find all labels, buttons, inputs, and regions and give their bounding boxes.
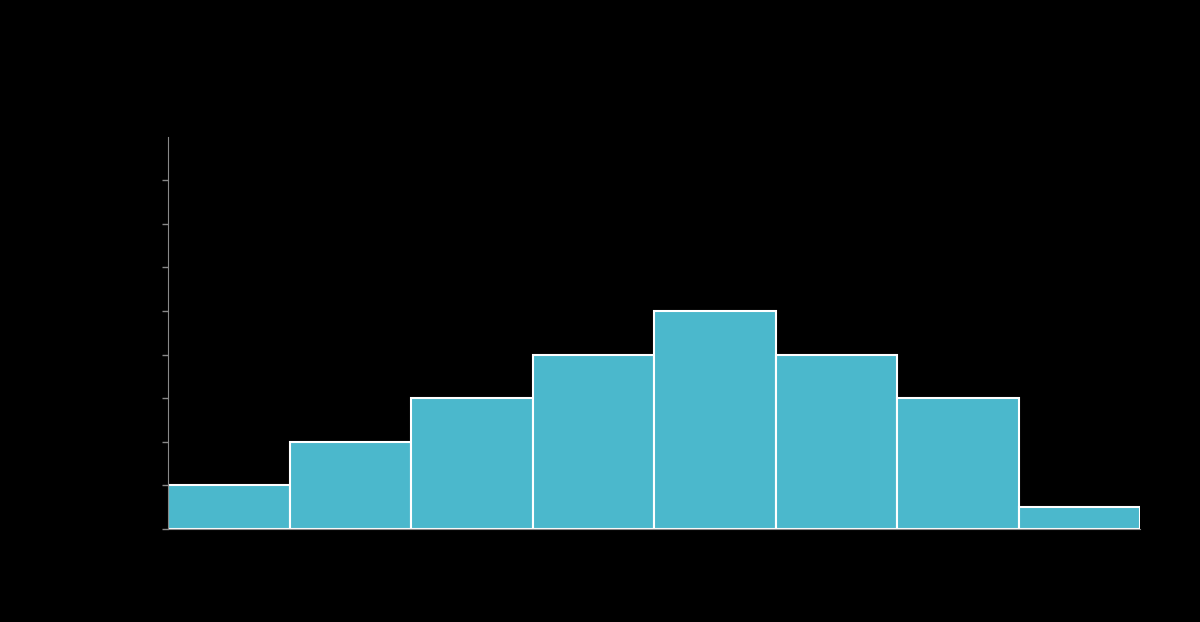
Bar [898,398,1019,529]
Bar [168,485,289,529]
Bar [533,355,654,529]
Bar [1019,507,1140,529]
Bar [289,442,410,529]
Bar [410,398,533,529]
Bar [775,355,898,529]
Bar [654,311,775,529]
